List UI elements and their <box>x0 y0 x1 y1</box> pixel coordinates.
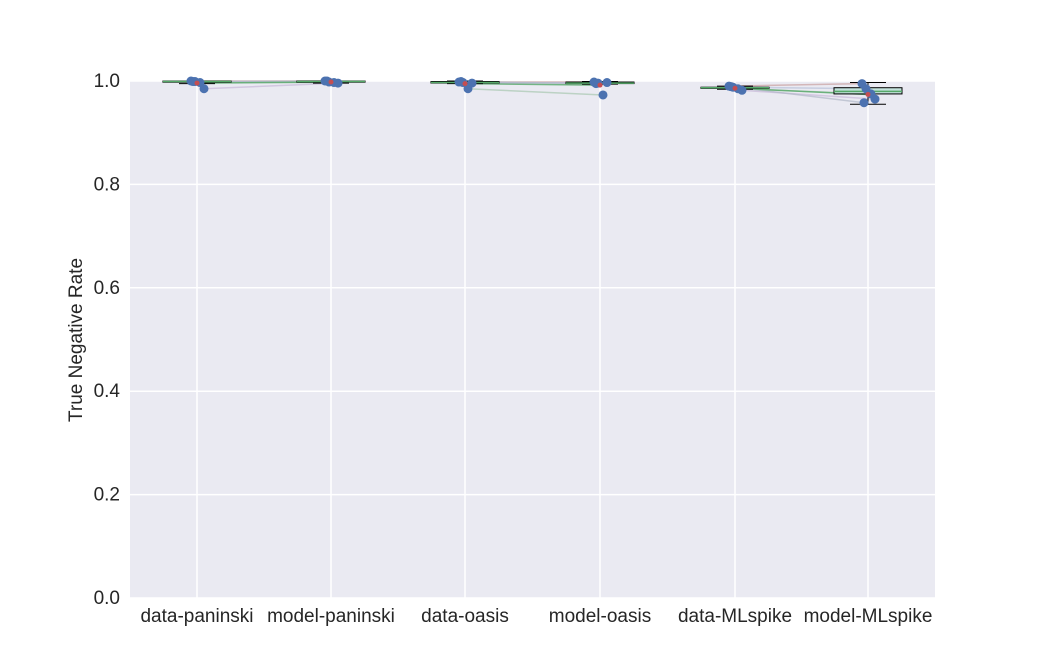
mean-marker <box>462 81 468 87</box>
pair-connecting-line <box>467 88 604 96</box>
pair-connecting-line <box>741 89 876 100</box>
data-point <box>737 85 747 95</box>
data-point <box>602 78 612 88</box>
x-tick-label: model-MLspike <box>804 606 933 627</box>
x-tick-label: model-paninski <box>267 606 395 627</box>
data-point <box>467 78 477 88</box>
y-axis-title: True Negative Rate <box>66 258 87 422</box>
x-tick-label: data-MLspike <box>678 606 792 627</box>
data-point <box>199 84 209 94</box>
pair-connecting-line <box>203 82 339 90</box>
mean-marker <box>328 79 334 85</box>
y-tick-label: 0.2 <box>94 485 120 506</box>
y-tick-label: 0.0 <box>94 588 120 609</box>
x-tick-label: data-oasis <box>421 606 509 627</box>
y-tick-label: 0.4 <box>94 381 121 402</box>
data-point <box>870 94 880 104</box>
data-point <box>598 90 608 100</box>
data-point <box>333 78 343 88</box>
data-point <box>859 98 869 108</box>
x-tick-labels: data-paninski model-paninski data-oasis mod… <box>140 606 932 627</box>
mean-marker <box>865 91 871 97</box>
mean-marker <box>732 85 738 91</box>
mean-marker <box>597 82 603 88</box>
y-tick-label: 0.8 <box>94 174 120 195</box>
x-tick-label: data-paninski <box>140 606 253 627</box>
data-points <box>186 76 880 108</box>
mean-marker <box>194 80 200 86</box>
y-tick-labels: 0.0 0.2 0.4 0.6 0.8 1.0 <box>94 71 121 609</box>
mean-connecting-line <box>464 82 601 86</box>
y-tick-label: 0.6 <box>94 278 120 299</box>
y-tick-label: 1.0 <box>94 71 120 92</box>
plot-background <box>130 81 935 598</box>
x-tick-label: model-oasis <box>549 606 651 627</box>
